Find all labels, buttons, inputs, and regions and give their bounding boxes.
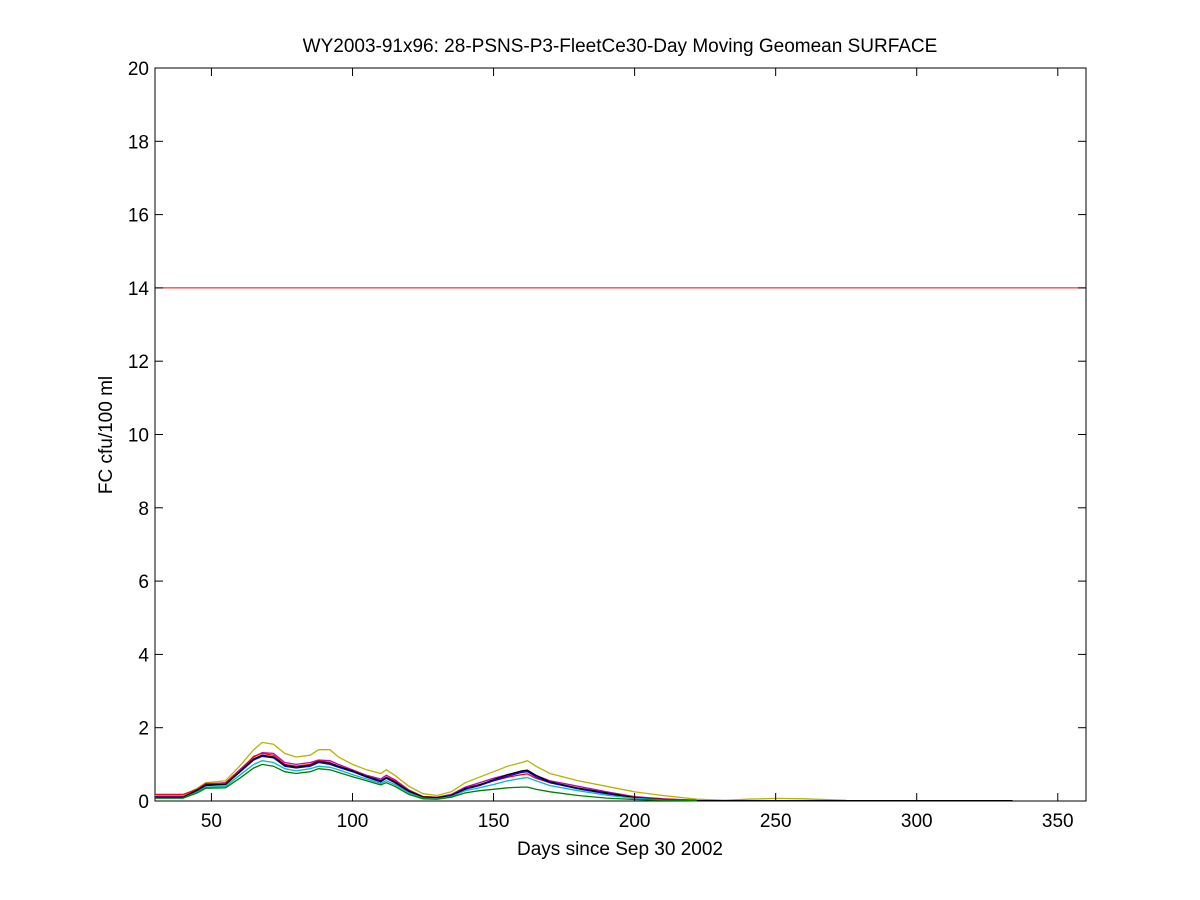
y-tick-label: 12: [128, 352, 149, 373]
x-tick-label: 250: [760, 811, 792, 832]
y-tick-label: 16: [128, 206, 149, 227]
x-tick-label: 200: [619, 811, 651, 832]
x-tick-label: 350: [1042, 811, 1074, 832]
x-tick-label: 300: [901, 811, 933, 832]
y-tick-label: 20: [128, 59, 149, 80]
y-tick-label: 6: [138, 572, 149, 593]
axes-box: [154, 67, 1087, 802]
series-line-6: [155, 760, 697, 802]
series-line-5: [155, 754, 1013, 802]
y-axis-title: FC cfu/100 ml: [96, 376, 117, 494]
x-tick-label: 150: [478, 811, 510, 832]
y-tick-label: 14: [128, 279, 150, 300]
y-tick-label: 18: [128, 132, 149, 153]
x-axis-title: Days since Sep 30 2002: [517, 839, 723, 860]
y-tick-label: 8: [138, 499, 149, 520]
plot-area: 50 100 150 200 250 300 350 0 2 4 6 8 10 12 14 16 18 20: [128, 59, 1087, 832]
y-tick-label: 0: [138, 792, 149, 813]
series-line-7: [155, 763, 697, 802]
y-tick-label: 4: [138, 645, 149, 666]
series-line-4: [155, 755, 697, 802]
y-tick-label: 2: [138, 719, 149, 740]
x-tick-label: 100: [337, 811, 369, 832]
series-line-1: [155, 741, 847, 801]
y-tick-label: 10: [128, 426, 149, 447]
x-tick-label: 50: [201, 811, 222, 832]
chart-title: WY2003-91x96: 28-PSNS-P3-FleetCe30-Day M…: [303, 36, 938, 57]
